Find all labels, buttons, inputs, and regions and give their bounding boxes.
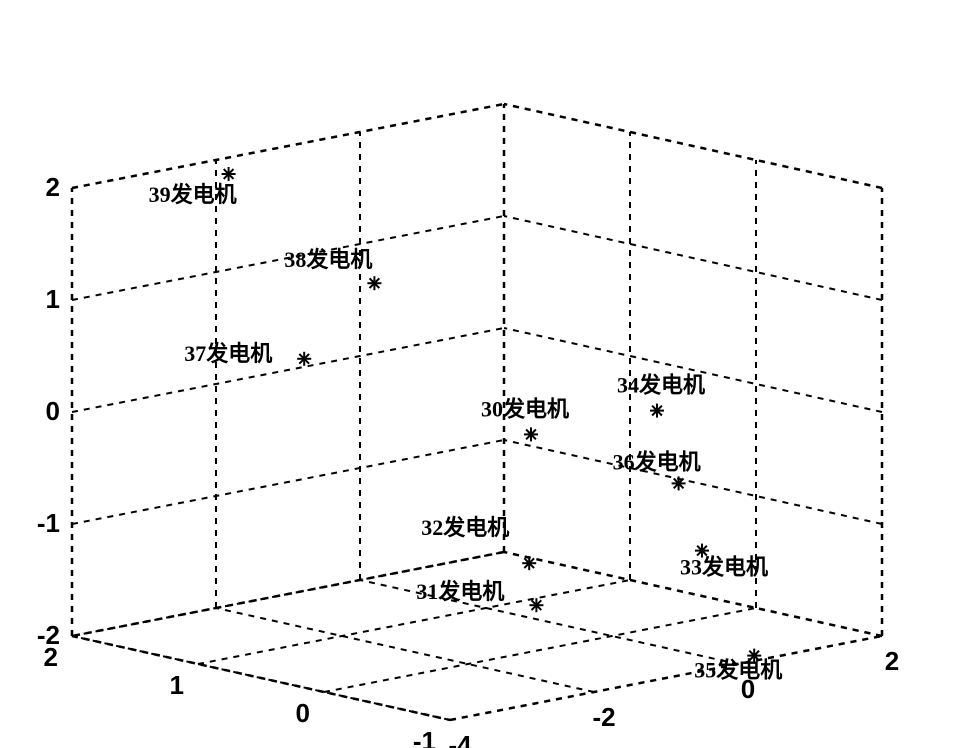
point-label-33发电机: 33发电机 (680, 555, 768, 580)
point-label-31发电机: 31发电机 (416, 579, 504, 604)
x-tick-label: -2 (592, 702, 615, 732)
x-tick-label: -4 (448, 730, 472, 748)
point-31发电机 (529, 598, 543, 612)
floor-grid-y (324, 608, 756, 692)
y-tick-label: 1 (170, 670, 184, 700)
backwall-grid-z (72, 440, 504, 524)
point-label-39发电机: 39发电机 (149, 182, 237, 207)
point-label-36发电机: 36发电机 (613, 449, 701, 474)
point-label-35发电机: 35发电机 (694, 658, 782, 683)
point-label-38发电机: 38发电机 (284, 247, 372, 272)
point-36发电机 (672, 476, 686, 490)
point-38发电机 (367, 276, 381, 290)
point-label-34发电机: 34发电机 (617, 373, 705, 398)
z-tick-label: 2 (46, 172, 60, 202)
z-tick-label: -1 (37, 508, 60, 538)
point-37发电机 (297, 352, 311, 366)
z-tick-label: 0 (46, 396, 60, 426)
point-39发电机 (222, 167, 236, 181)
z-tick-label: 1 (46, 284, 60, 314)
point-34发电机 (650, 404, 664, 418)
x-tick-label: 2 (885, 646, 899, 676)
point-label-32发电机: 32发电机 (421, 515, 509, 540)
box-edge (72, 104, 504, 188)
y-tick-label: 0 (296, 698, 310, 728)
point-label-30发电机: 30发电机 (481, 396, 569, 421)
point-32发电机 (522, 556, 536, 570)
backwall-grid-z (72, 328, 504, 412)
y-tick-label: -1 (413, 726, 436, 748)
point-30发电机 (524, 427, 538, 441)
sidewall-grid-z (504, 216, 882, 300)
point-label-37发电机: 37发电机 (184, 341, 272, 366)
z-tick-label: -2 (37, 620, 60, 650)
box-edge (504, 104, 882, 188)
